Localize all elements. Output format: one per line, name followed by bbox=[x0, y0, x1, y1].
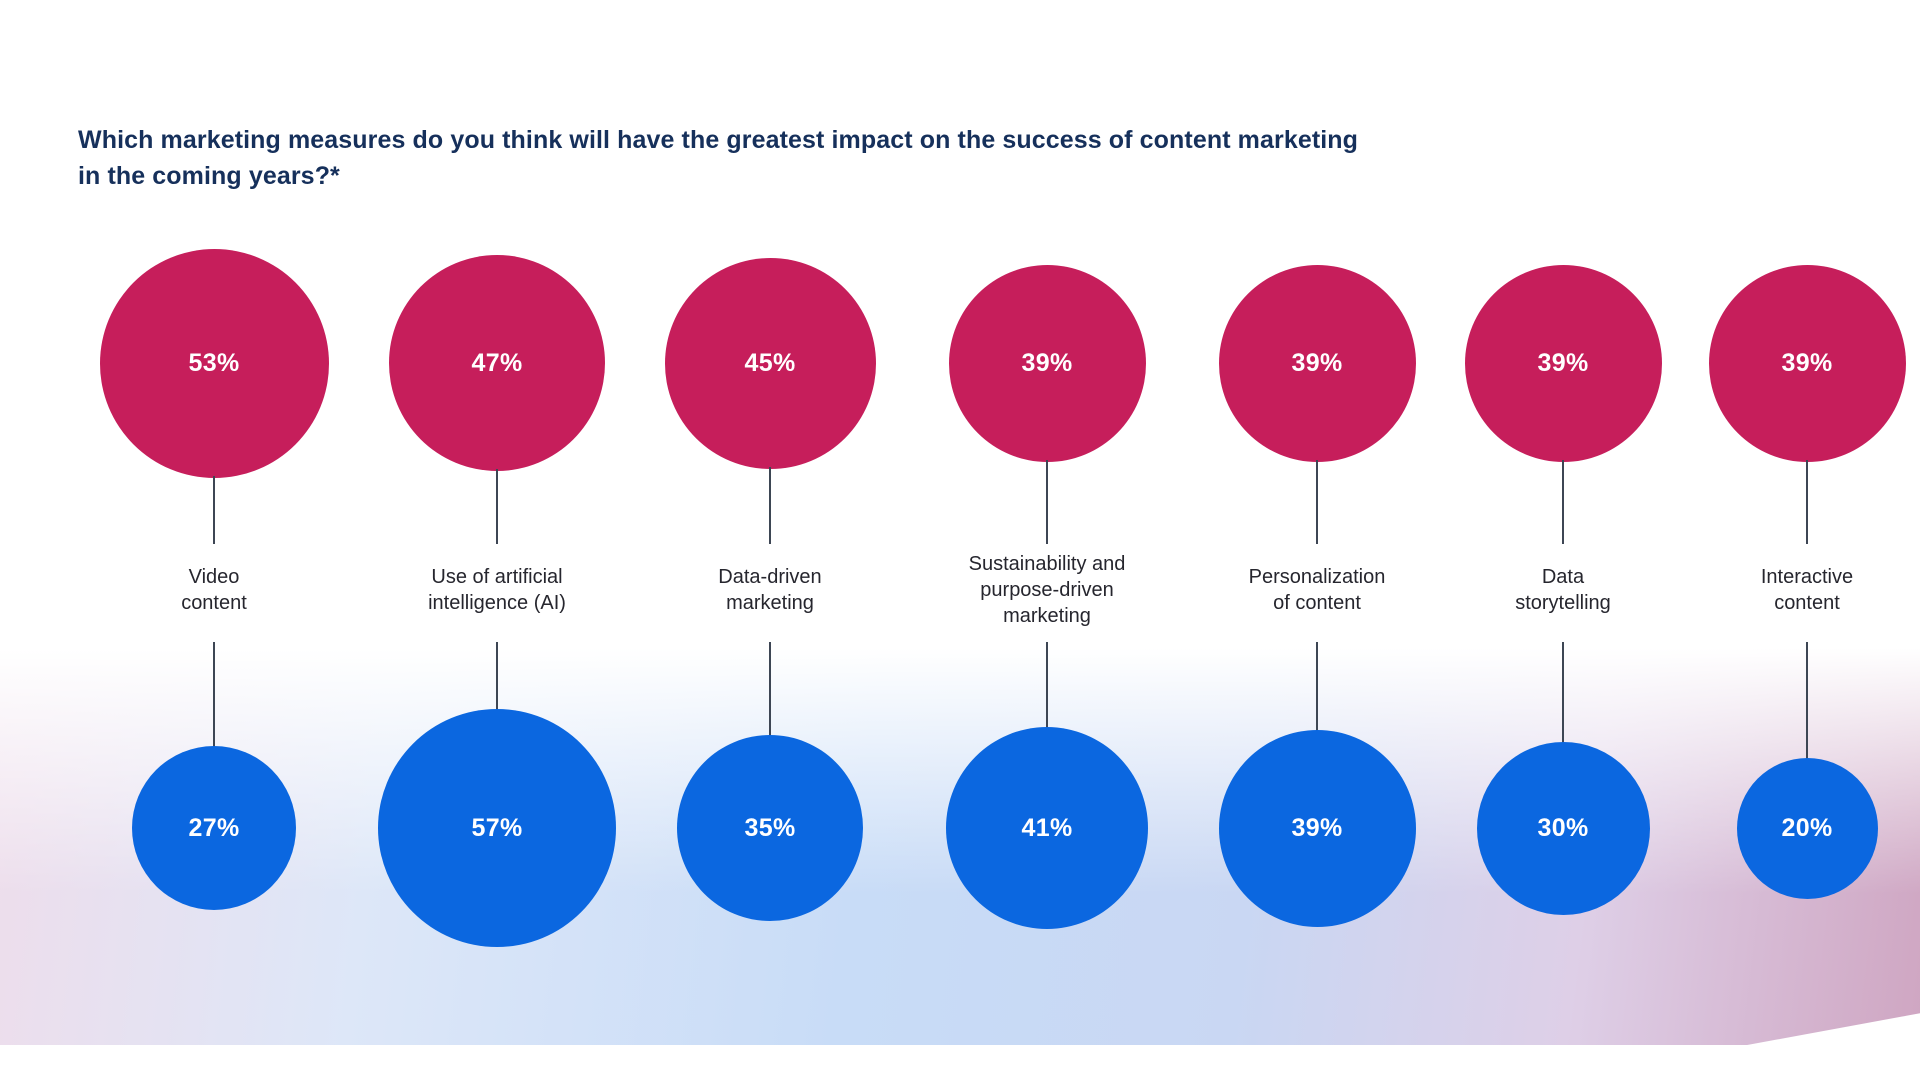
top-bubble-value: 39% bbox=[1291, 348, 1343, 377]
bottom-bubble-value: 41% bbox=[1021, 813, 1073, 842]
chart-title-line1: Which marketing measures do you think wi… bbox=[78, 126, 1359, 154]
category-label-text: Data storytelling bbox=[1515, 566, 1611, 614]
bottom-bubble-value: 57% bbox=[471, 813, 523, 842]
category-column: 39% Sustainability and purpose-driven mar… bbox=[917, 0, 1177, 1080]
category-label: Personalization of content bbox=[1187, 542, 1447, 638]
connector-line bbox=[213, 642, 215, 748]
bottom-bubble: 30% bbox=[1476, 741, 1650, 915]
connector-line bbox=[1046, 459, 1048, 544]
top-bubble-value: 47% bbox=[471, 348, 523, 377]
category-label-text: Interactive content bbox=[1760, 566, 1854, 614]
category-label: Use of artificial intelligence (AI) bbox=[367, 542, 627, 638]
category-label-text: Sustainability and purpose-driven market… bbox=[968, 553, 1126, 627]
top-bubble-value: 53% bbox=[188, 348, 240, 377]
connector-line bbox=[1316, 459, 1318, 544]
connector-line bbox=[1806, 642, 1808, 760]
bottom-bubble-value: 35% bbox=[744, 813, 796, 842]
category-label-text: Use of artificial intelligence (AI) bbox=[428, 566, 566, 614]
bottom-bubble: 39% bbox=[1218, 729, 1416, 927]
connector-line bbox=[1316, 642, 1318, 732]
category-label: Interactive content bbox=[1677, 542, 1920, 638]
connector-line bbox=[496, 642, 498, 711]
chart-title: Which marketing measures do you think wi… bbox=[78, 122, 1358, 194]
category-label: Data-driven marketing bbox=[640, 542, 900, 638]
bottom-bubble-value: 39% bbox=[1291, 813, 1343, 842]
top-bubble: 45% bbox=[664, 257, 876, 469]
connector-line bbox=[1562, 642, 1564, 744]
bottom-bubble-value: 27% bbox=[188, 813, 240, 842]
bottom-bubble: 20% bbox=[1736, 757, 1878, 899]
category-column: 39% Interactive content 20% bbox=[1677, 0, 1920, 1080]
category-label-text: Personalization of content bbox=[1248, 566, 1386, 614]
bottom-bubble: 35% bbox=[677, 735, 863, 921]
top-bubble-value: 45% bbox=[744, 348, 796, 377]
category-label: Video content bbox=[84, 542, 344, 638]
bottom-bubble: 41% bbox=[946, 727, 1148, 929]
top-bubble-value: 39% bbox=[1537, 348, 1589, 377]
category-column: 47% Use of artificial intelligence (AI) 57… bbox=[367, 0, 627, 1080]
category-label: Data storytelling bbox=[1433, 542, 1693, 638]
chart-title-line2: in the coming years?* bbox=[78, 162, 340, 190]
connector-line bbox=[1046, 642, 1048, 729]
bottom-bubble-value: 20% bbox=[1781, 813, 1833, 842]
top-bubble: 39% bbox=[948, 264, 1146, 462]
connector-line bbox=[769, 642, 771, 737]
category-label-text: Video content bbox=[181, 566, 247, 614]
category-column: 39% Personalization of content 39% bbox=[1187, 0, 1447, 1080]
bottom-bubble-value: 30% bbox=[1537, 813, 1589, 842]
connector-line bbox=[1562, 459, 1564, 544]
connector-line bbox=[496, 469, 498, 544]
top-bubble-value: 39% bbox=[1021, 348, 1073, 377]
category-column: 45% Data-driven marketing 35% bbox=[640, 0, 900, 1080]
top-bubble: 53% bbox=[99, 248, 329, 478]
top-bubble: 47% bbox=[389, 255, 605, 471]
top-bubble: 39% bbox=[1464, 264, 1662, 462]
category-column: 53% Video content 27% bbox=[84, 0, 344, 1080]
connector-line bbox=[213, 475, 215, 544]
top-bubble: 39% bbox=[1218, 264, 1416, 462]
connector-line bbox=[769, 466, 771, 544]
bottom-bubble: 57% bbox=[378, 709, 616, 947]
connector-line bbox=[1806, 459, 1808, 544]
top-bubble-value: 39% bbox=[1781, 348, 1833, 377]
bottom-bubble: 27% bbox=[132, 746, 296, 910]
category-label-text: Data-driven marketing bbox=[718, 566, 822, 614]
top-bubble: 39% bbox=[1708, 264, 1906, 462]
category-column: 39% Data storytelling 30% bbox=[1433, 0, 1693, 1080]
category-label: Sustainability and purpose-driven market… bbox=[917, 542, 1177, 638]
